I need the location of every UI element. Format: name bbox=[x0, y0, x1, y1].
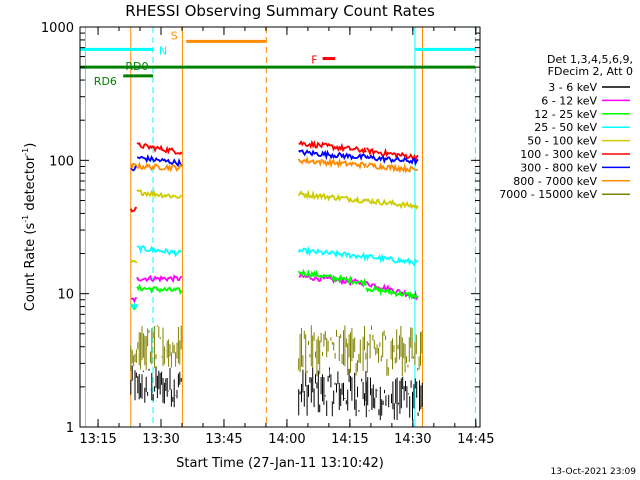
series-2-segment-2 bbox=[297, 268, 367, 289]
series-5 bbox=[129, 139, 419, 213]
series-3 bbox=[130, 245, 419, 311]
flag-label-4: RD6 bbox=[94, 75, 117, 88]
series-5-segment-1 bbox=[136, 142, 183, 156]
plot-frame bbox=[79, 26, 481, 428]
x-tick-label-6: 14:45 bbox=[457, 432, 494, 447]
series-0-segment-0 bbox=[130, 365, 182, 408]
flag-label-3: RD0 bbox=[125, 60, 148, 73]
y-tick-label-0: 1 bbox=[66, 421, 74, 436]
legend-label-0: 3 - 6 keV bbox=[548, 81, 597, 94]
y-tick-label-1: 10 bbox=[57, 288, 74, 303]
series-8 bbox=[130, 325, 423, 377]
chart-title: RHESSI Observing Summary Count Rates bbox=[125, 2, 435, 20]
flag-label-0: N bbox=[159, 44, 167, 57]
series-1-segment-0 bbox=[130, 297, 137, 304]
series-7-segment-3 bbox=[366, 162, 419, 174]
series-8-segment-0 bbox=[130, 325, 182, 371]
y-axis: 1 10 100 1000 bbox=[41, 21, 480, 436]
x-tick-label-4: 14:15 bbox=[331, 432, 368, 447]
series-4-segment-1 bbox=[136, 189, 183, 199]
series-0-segment-1 bbox=[298, 367, 367, 417]
series-1-segment-1 bbox=[136, 274, 183, 284]
legend-label-1: 6 - 12 keV bbox=[541, 94, 597, 107]
series-3-segment-0 bbox=[130, 302, 138, 311]
x-tick-label-3: 14:00 bbox=[268, 432, 305, 447]
y-axis-label: Count Rate (s-1 detector-1) bbox=[21, 143, 38, 312]
series-6-segment-3 bbox=[365, 154, 419, 167]
legend: Det 1,3,4,5,6,9,FDecim 2, Att 0 3 - 6 keV… bbox=[499, 53, 633, 201]
series-5-segment-3 bbox=[366, 147, 419, 163]
series-5-segment-2 bbox=[298, 139, 367, 156]
x-tick-label-5: 14:30 bbox=[394, 432, 431, 447]
series-4-segment-2 bbox=[297, 189, 367, 204]
timestamp: 13-Oct-2021 23:09 bbox=[551, 467, 637, 477]
legend-label-7: 800 - 7000 keV bbox=[513, 175, 597, 188]
series-2-segment-3 bbox=[365, 284, 419, 301]
series-4 bbox=[129, 189, 419, 264]
series-3-segment-1 bbox=[136, 245, 182, 258]
series-6 bbox=[130, 149, 419, 172]
series-6-segment-1 bbox=[136, 153, 183, 168]
series-4-segment-3 bbox=[365, 197, 419, 211]
series-2-segment-1 bbox=[136, 283, 183, 296]
series-8-segment-1 bbox=[298, 325, 423, 377]
series-3-segment-2 bbox=[297, 245, 367, 262]
x-axis: 13:15 13:30 13:45 14:00 14:15 14:30 14:45 bbox=[79, 27, 495, 447]
legend-label-8: 7000 - 15000 keV bbox=[499, 188, 597, 201]
x-tick-label-0: 13:15 bbox=[79, 432, 116, 447]
legend-label-2: 12 - 25 keV bbox=[534, 108, 597, 121]
series-0 bbox=[130, 365, 423, 421]
series-4-segment-0 bbox=[129, 259, 138, 264]
series-5-segment-0 bbox=[129, 206, 137, 213]
series-6-segment-2 bbox=[298, 149, 367, 161]
legend-label-5: 100 - 300 keV bbox=[520, 148, 597, 161]
series-7 bbox=[129, 156, 419, 174]
series-3-segment-3 bbox=[365, 253, 419, 267]
legend-header-1: FDecim 2, Att 0 bbox=[548, 65, 633, 78]
series-7-segment-1 bbox=[136, 161, 183, 173]
x-axis-label: Start Time (27-Jan-11 13:10:42) bbox=[176, 456, 384, 471]
flag-label-2: F bbox=[311, 54, 317, 67]
legend-label-4: 50 - 100 keV bbox=[527, 135, 597, 148]
y-tick-label-2: 100 bbox=[49, 154, 74, 169]
flag-label-1: S bbox=[171, 29, 178, 42]
series-7-segment-2 bbox=[297, 156, 367, 170]
legend-label-6: 300 - 800 keV bbox=[520, 161, 597, 174]
plot-area: NS F RD0 RD6 bbox=[80, 27, 476, 427]
x-tick-label-2: 13:45 bbox=[205, 432, 242, 447]
legend-label-3: 25 - 50 keV bbox=[534, 121, 597, 134]
legend-header-0: Det 1,3,4,5,6,9, bbox=[547, 53, 633, 66]
y-tick-label-3: 1000 bbox=[41, 21, 74, 36]
x-tick-label-1: 13:30 bbox=[142, 432, 179, 447]
series-7-segment-0 bbox=[129, 162, 138, 170]
series-0-segment-2 bbox=[365, 376, 423, 421]
